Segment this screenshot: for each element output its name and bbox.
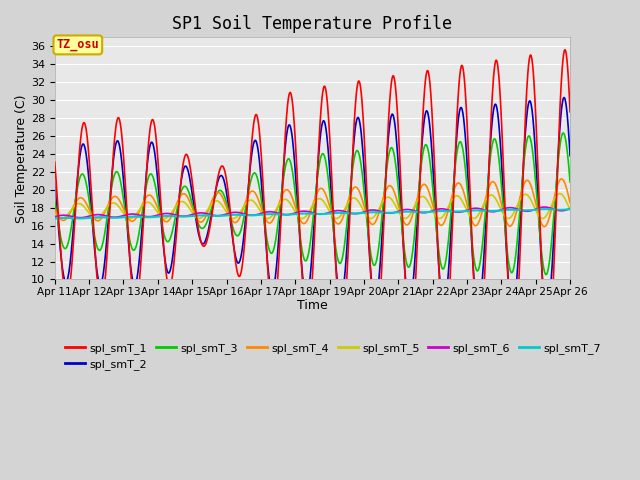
- spl_smT_4: [460, 188, 467, 194]
- spl_smT_7: [566, 206, 574, 212]
- spl_smT_3: [542, 272, 550, 277]
- X-axis label: Time: Time: [297, 299, 328, 312]
- spl_smT_4: [566, 200, 574, 205]
- spl_smT_6: [541, 204, 548, 210]
- spl_smT_4: [153, 203, 161, 209]
- Legend: spl_smT_1, spl_smT_2, spl_smT_3, spl_smT_4, spl_smT_5, spl_smT_6, spl_smT_7: spl_smT_1, spl_smT_2, spl_smT_3, spl_smT…: [60, 338, 605, 374]
- Line: spl_smT_1: spl_smT_1: [55, 50, 570, 351]
- spl_smT_1: [223, 180, 231, 186]
- spl_smT_6: [166, 211, 173, 216]
- Y-axis label: Soil Temperature (C): Soil Temperature (C): [15, 94, 28, 223]
- spl_smT_2: [460, 113, 467, 119]
- spl_smT_7: [51, 216, 59, 221]
- spl_smT_6: [51, 214, 59, 219]
- spl_smT_3: [392, 164, 400, 170]
- spl_smT_1: [561, 47, 569, 53]
- spl_smT_2: [566, 153, 574, 158]
- spl_smT_2: [223, 193, 231, 199]
- spl_smT_4: [540, 224, 548, 229]
- spl_smT_2: [392, 132, 400, 138]
- spl_smT_1: [153, 143, 161, 149]
- spl_smT_4: [223, 206, 231, 212]
- spl_smT_5: [392, 204, 400, 210]
- spl_smT_1: [51, 159, 59, 165]
- spl_smT_4: [166, 217, 173, 223]
- spl_smT_5: [166, 212, 173, 218]
- spl_smT_6: [460, 208, 468, 214]
- spl_smT_3: [153, 191, 161, 197]
- Line: spl_smT_5: spl_smT_5: [55, 193, 570, 218]
- Text: TZ_osu: TZ_osu: [56, 38, 99, 51]
- spl_smT_7: [153, 214, 161, 219]
- spl_smT_6: [76, 215, 84, 220]
- spl_smT_6: [223, 211, 231, 216]
- spl_smT_6: [392, 209, 400, 215]
- spl_smT_3: [460, 149, 467, 155]
- Line: spl_smT_2: spl_smT_2: [55, 97, 570, 311]
- Line: spl_smT_3: spl_smT_3: [55, 133, 570, 275]
- spl_smT_6: [566, 206, 574, 212]
- Line: spl_smT_7: spl_smT_7: [55, 209, 570, 218]
- spl_smT_5: [460, 201, 468, 207]
- spl_smT_3: [505, 261, 513, 266]
- spl_smT_7: [166, 213, 173, 219]
- spl_smT_2: [543, 308, 550, 313]
- spl_smT_5: [556, 191, 564, 196]
- spl_smT_2: [153, 168, 161, 173]
- spl_smT_2: [166, 270, 173, 276]
- Title: SP1 Soil Temperature Profile: SP1 Soil Temperature Profile: [172, 15, 452, 33]
- Line: spl_smT_4: spl_smT_4: [55, 179, 570, 227]
- spl_smT_4: [51, 207, 59, 213]
- spl_smT_4: [557, 176, 565, 182]
- spl_smT_6: [506, 205, 513, 211]
- spl_smT_2: [505, 283, 513, 289]
- spl_smT_1: [566, 109, 574, 115]
- spl_smT_1: [392, 90, 400, 96]
- spl_smT_1: [166, 285, 173, 290]
- spl_smT_7: [460, 208, 467, 214]
- spl_smT_5: [153, 208, 161, 214]
- spl_smT_3: [51, 198, 59, 204]
- Line: spl_smT_6: spl_smT_6: [55, 207, 570, 217]
- spl_smT_5: [506, 216, 513, 221]
- spl_smT_4: [392, 194, 400, 200]
- spl_smT_7: [223, 213, 231, 218]
- spl_smT_3: [223, 202, 231, 207]
- spl_smT_3: [166, 238, 173, 243]
- spl_smT_1: [460, 68, 467, 73]
- spl_smT_1: [544, 348, 552, 354]
- spl_smT_6: [154, 212, 161, 218]
- spl_smT_5: [51, 211, 59, 216]
- spl_smT_5: [161, 216, 168, 221]
- spl_smT_3: [559, 130, 567, 136]
- spl_smT_1: [505, 297, 513, 303]
- spl_smT_2: [560, 95, 568, 100]
- spl_smT_7: [392, 210, 400, 216]
- spl_smT_5: [566, 207, 574, 213]
- spl_smT_2: [51, 180, 59, 186]
- spl_smT_3: [566, 179, 574, 185]
- spl_smT_5: [223, 211, 231, 216]
- spl_smT_7: [505, 207, 513, 213]
- spl_smT_4: [505, 223, 513, 228]
